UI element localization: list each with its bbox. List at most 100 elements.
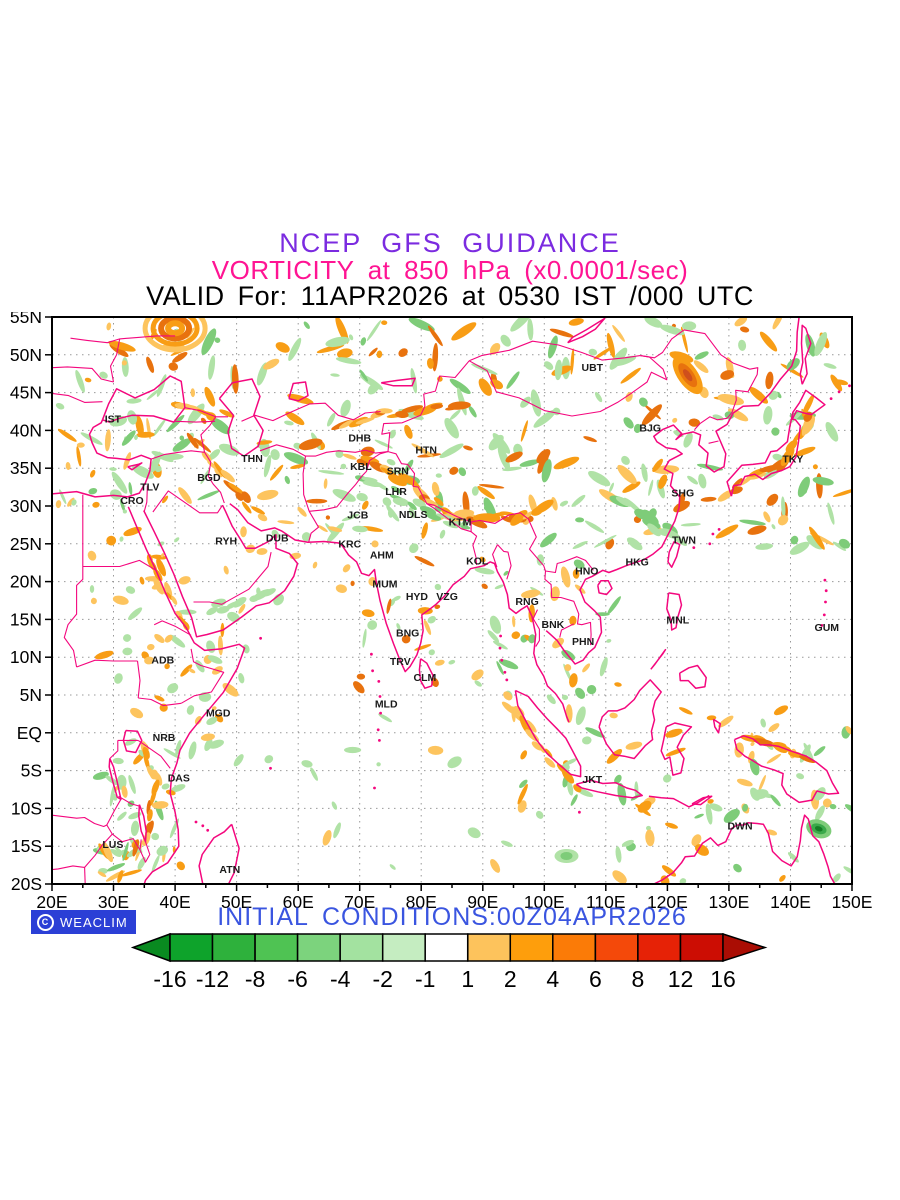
- lat-tick-label: 20N: [10, 572, 42, 592]
- station-label: BNG: [396, 628, 419, 640]
- station-label: MGD: [206, 708, 231, 720]
- station-label: KTM: [449, 516, 472, 528]
- lat-tick-label: 10N: [10, 647, 42, 667]
- lat-tick-label: 15S: [11, 836, 42, 856]
- station-label: DAS: [168, 773, 190, 785]
- lat-tick-label: 5S: [21, 761, 42, 781]
- lat-axis-labels: 55N 50N 45N 40N 35N 30N 25N 20N 15N 10N 5N EQ 5S 10S 1…: [10, 312, 42, 894]
- lon-tick-label: 50E: [221, 892, 252, 912]
- station-label: BGD: [197, 472, 221, 484]
- lat-tick-label: 15N: [10, 609, 42, 629]
- colorbar-level-label: -6: [287, 966, 307, 992]
- colorbar-box: [509, 933, 554, 962]
- station-label: TLV: [140, 482, 159, 494]
- station-label: GUM: [815, 622, 840, 634]
- station-label: HNO: [575, 566, 598, 578]
- station-label: AHM: [370, 550, 394, 562]
- colorbar-box: [594, 933, 639, 962]
- station-label: BJG: [639, 423, 661, 435]
- lon-tick-label: 80E: [406, 892, 437, 912]
- station-label: HYD: [406, 591, 429, 603]
- station-label: THN: [241, 453, 263, 465]
- colorbar-level-label: -1: [415, 966, 435, 992]
- colorbar: -16 -12 -8 -6 -4 -2 -1 1 2 4 6 8 12 16: [130, 932, 768, 992]
- station-label: HKG: [626, 556, 649, 568]
- lon-tick-label: 30E: [98, 892, 129, 912]
- lat-tick-label: 20S: [11, 874, 42, 894]
- colorbar-box: [169, 933, 214, 962]
- lat-tick-label: 35N: [10, 458, 42, 478]
- colorbar-left-arrow: [130, 932, 171, 963]
- initial-conditions: INITIAL CONDITIONS:00Z04APR2026: [217, 903, 687, 931]
- lon-tick-label: 130E: [708, 892, 749, 912]
- station-label: JCB: [347, 510, 368, 522]
- colorbar-level-label: 16: [710, 966, 736, 992]
- station-label: TRV: [390, 656, 411, 668]
- station-label: KBL: [350, 461, 372, 473]
- station-label: SRN: [387, 466, 409, 478]
- logo-text: WEACLIM: [60, 914, 128, 930]
- colorbar-labels: -16 -12 -8 -6 -4 -2 -1 1 2 4 6 8 12 16: [153, 966, 735, 992]
- station-label: RYH: [215, 535, 237, 547]
- weaclim-badge: C WEACLIM: [31, 910, 136, 934]
- station-label: PHN: [572, 636, 594, 648]
- colorbar-level-label: 2: [504, 966, 517, 992]
- page-title: NCEP GFS GUIDANCE: [279, 228, 621, 258]
- colorbar-level-label: 4: [546, 966, 559, 992]
- colorbar-box: [467, 933, 512, 962]
- copyright-icon: C: [37, 913, 54, 931]
- country-borders: [52, 329, 759, 884]
- station-label: DHB: [348, 433, 371, 445]
- station-label: ATN: [219, 864, 240, 876]
- lon-axis-labels: 20E 30E 40E 50E 60E 70E 80E 90E 100E 110E 120E 130E…: [36, 892, 872, 912]
- colorbar-right-arrow: [722, 932, 768, 963]
- colorbar-box: [381, 933, 426, 962]
- lon-tick-label: 60E: [283, 892, 314, 912]
- lat-tick-label: 5N: [20, 685, 42, 705]
- island-dots: [194, 384, 851, 832]
- valid-time-line: VALID For: 11APR2026 at 0530 IST /000 UT…: [146, 281, 754, 311]
- lon-tick-label: 40E: [160, 892, 191, 912]
- lat-tick-label: 25N: [10, 534, 42, 554]
- colorbar-box: [211, 933, 256, 962]
- lon-tick-label: 70E: [344, 892, 375, 912]
- station-label: LUS: [102, 839, 123, 851]
- colorbar-box: [254, 933, 299, 962]
- lat-tick-label: 40N: [10, 420, 42, 440]
- station-label: TWN: [672, 535, 696, 547]
- station-label: TKY: [782, 454, 803, 466]
- station-label: VZG: [436, 591, 458, 603]
- lat-tick-label: 45N: [10, 383, 42, 403]
- lat-tick-label: 55N: [10, 312, 42, 327]
- lon-tick-label: 110E: [586, 892, 626, 912]
- colorbar-box: [552, 933, 597, 962]
- lon-tick-label: 120E: [647, 892, 688, 912]
- station-label: ADB: [151, 655, 174, 667]
- station-label: CRO: [120, 495, 143, 507]
- lon-tick-label: 100E: [524, 892, 565, 912]
- station-label: MUM: [372, 578, 397, 590]
- station-label: MNL: [666, 615, 689, 627]
- station-label: CLM: [414, 672, 437, 684]
- lat-tick-label: 50N: [10, 345, 42, 365]
- station-label: HTN: [415, 445, 437, 457]
- lon-tick-label: 150E: [832, 892, 873, 912]
- station-label: RNG: [515, 596, 538, 608]
- lon-tick-label: 20E: [36, 892, 67, 912]
- coastlines: [52, 317, 840, 884]
- colorbar-level-label: 1: [461, 966, 474, 992]
- colorbar-level-label: -2: [372, 966, 392, 992]
- station-label: SHG: [671, 488, 694, 500]
- colorbar-box: [339, 933, 384, 962]
- station-label: DUB: [266, 532, 289, 544]
- station-label: KRC: [338, 538, 361, 550]
- colorbar-level-label: 6: [589, 966, 602, 992]
- station-label: NRB: [153, 732, 176, 744]
- station-label: NDLS: [399, 509, 428, 521]
- station-label: LHR: [385, 486, 407, 498]
- station-label: DWN: [727, 820, 752, 832]
- station-label: MLD: [375, 699, 398, 711]
- station-label: UBT: [582, 362, 604, 374]
